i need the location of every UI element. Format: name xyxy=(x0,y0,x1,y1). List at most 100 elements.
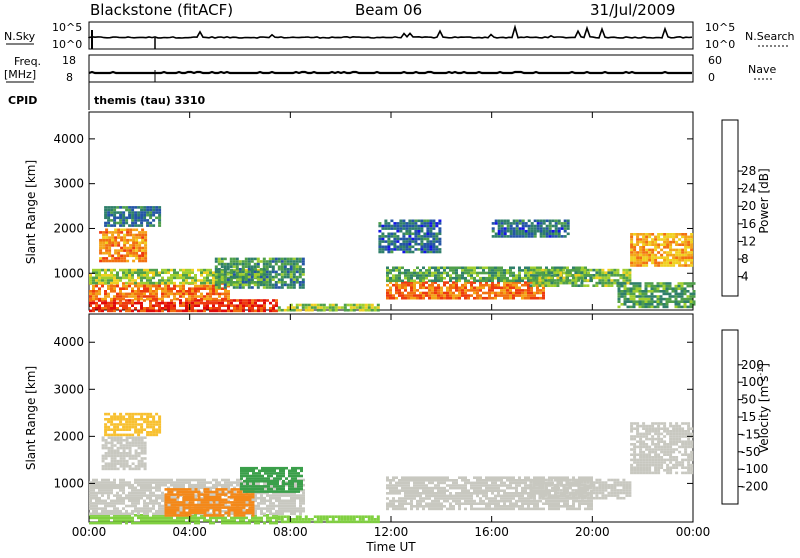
heatmap-cell xyxy=(485,267,488,270)
heatmap-cell xyxy=(663,243,666,246)
heatmap-cell xyxy=(198,512,201,515)
heatmap-cell xyxy=(498,235,501,238)
heatmap-cell xyxy=(231,504,234,507)
heatmap-cell xyxy=(521,289,524,292)
heatmap-cell xyxy=(405,251,408,254)
heatmap-cell xyxy=(398,497,401,500)
heatmap-cell xyxy=(107,479,110,482)
heatmap-cell xyxy=(230,310,233,313)
heatmap-cell xyxy=(167,293,170,296)
heatmap-cell xyxy=(302,502,305,505)
heatmap-cell xyxy=(533,274,536,277)
heatmap-cell xyxy=(515,284,518,287)
heatmap-cell xyxy=(269,513,272,516)
freq-unit: [MHz] xyxy=(4,68,36,81)
heatmap-cell xyxy=(182,481,185,484)
heatmap-cell xyxy=(675,303,678,306)
heatmap-cell xyxy=(684,264,687,267)
heatmap-cell xyxy=(237,499,240,502)
heatmap-cell xyxy=(104,431,107,434)
heatmap-cell xyxy=(131,500,134,503)
heatmap-cell xyxy=(690,259,693,262)
heatmap-cell xyxy=(261,470,264,473)
heatmap-cell xyxy=(167,302,170,305)
heatmap-cell xyxy=(411,233,414,236)
heatmap-cell xyxy=(434,289,437,292)
heatmap-cell xyxy=(402,248,405,251)
heatmap-cell xyxy=(396,235,399,238)
heatmap-cell xyxy=(299,265,302,268)
heatmap-cell xyxy=(290,507,293,510)
heatmap-cell xyxy=(111,255,114,258)
heatmap-cell xyxy=(120,460,123,463)
heatmap-cell xyxy=(132,442,135,445)
heatmap-cell xyxy=(98,484,101,487)
heatmap-cell xyxy=(299,521,302,524)
heatmap-cell xyxy=(185,522,188,525)
heatmap-cell xyxy=(467,289,470,292)
heatmap-cell xyxy=(386,492,389,495)
heatmap-cell xyxy=(636,259,639,262)
heatmap-cell xyxy=(158,497,161,500)
heatmap-cell xyxy=(255,472,258,475)
heatmap-cell xyxy=(168,493,171,496)
heatmap-cell xyxy=(146,413,149,416)
heatmap-cell xyxy=(165,504,168,507)
heatmap-cell xyxy=(227,290,230,293)
heatmap-cell xyxy=(266,268,269,271)
heatmap-cell xyxy=(140,219,143,222)
heatmap-cell xyxy=(132,242,135,245)
heatmap-cell xyxy=(550,284,553,287)
heatmap-cell xyxy=(522,220,525,223)
heatmap-cell xyxy=(233,310,236,313)
heatmap-cell xyxy=(371,515,374,518)
heatmap-cell xyxy=(500,267,503,270)
heatmap-cell xyxy=(443,284,446,287)
heatmap-cell xyxy=(116,517,119,520)
heatmap-cell xyxy=(119,214,122,217)
heatmap-cell xyxy=(420,235,423,238)
heatmap-cell xyxy=(687,236,690,239)
heatmap-cell xyxy=(149,224,152,227)
heatmap-cell xyxy=(144,234,147,237)
heatmap-cell xyxy=(222,491,225,494)
heatmap-cell xyxy=(170,302,173,305)
heatmap-cell xyxy=(491,277,494,280)
heatmap-cell xyxy=(233,281,236,284)
heatmap-cell xyxy=(269,284,272,287)
heatmap-cell xyxy=(171,506,174,509)
heatmap-cell xyxy=(126,255,129,258)
heatmap-cell xyxy=(389,277,392,280)
heatmap-cell xyxy=(583,271,586,274)
heatmap-cell xyxy=(218,268,221,271)
heatmap-cell xyxy=(155,517,158,520)
heatmap-cell xyxy=(516,227,519,230)
heatmap-cell xyxy=(396,240,399,243)
heatmap-cell xyxy=(302,494,305,497)
heatmap-cell xyxy=(111,462,114,465)
heatmap-cell xyxy=(137,295,140,298)
heatmap-cell xyxy=(173,481,176,484)
heatmap-cell xyxy=(243,475,246,478)
heatmap-cell xyxy=(119,434,122,437)
heatmap-cell xyxy=(179,517,182,520)
heatmap-cell xyxy=(158,304,161,307)
heatmap-cell xyxy=(288,470,291,473)
heatmap-cell xyxy=(470,294,473,297)
heatmap-cell xyxy=(690,256,693,259)
heatmap-cell xyxy=(690,300,693,303)
heatmap-cell xyxy=(158,224,161,227)
heatmap-cell xyxy=(158,217,161,220)
heatmap-cell xyxy=(210,491,213,494)
heatmap-cell xyxy=(386,267,389,270)
heatmap-cell xyxy=(98,519,101,522)
heatmap-cell xyxy=(177,514,180,517)
heatmap-cell xyxy=(586,274,589,277)
heatmap-cell xyxy=(110,287,113,290)
heatmap-cell xyxy=(143,307,146,310)
heatmap-cell xyxy=(119,287,122,290)
heatmap-cell xyxy=(308,304,311,307)
heatmap-cell xyxy=(417,243,420,246)
heatmap-cell xyxy=(170,484,173,487)
heatmap-cell xyxy=(227,295,230,298)
